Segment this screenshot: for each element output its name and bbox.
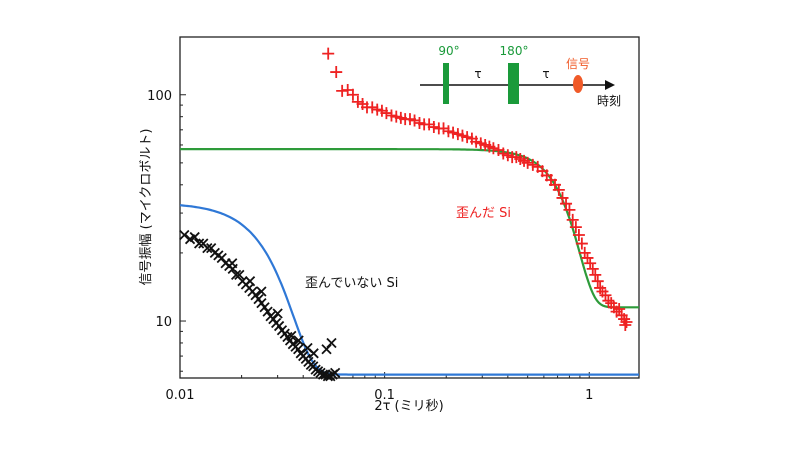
signal-label: 信号 <box>566 57 590 71</box>
x-axis-title: 2τ (ミリ秒) <box>374 399 443 414</box>
data-point-unstrained <box>262 306 273 317</box>
data-point-strained <box>336 84 349 97</box>
pulse-sequence-inset: 90° 180° τ τ 信号 時刻 <box>420 44 621 108</box>
data-point-unstrained <box>179 229 190 241</box>
tau-label-2: τ <box>542 67 549 81</box>
data-point-unstrained <box>193 238 205 249</box>
data-point-strained <box>346 88 359 101</box>
data-point-unstrained <box>293 335 304 346</box>
data-point-unstrained <box>259 302 270 313</box>
y-tick-label: 100 <box>147 89 172 104</box>
echo-signal <box>573 75 583 93</box>
data-point-strained <box>613 303 626 316</box>
data-point-unstrained <box>227 258 238 269</box>
data-point-unstrained <box>330 367 341 379</box>
data-point-strained <box>437 122 450 135</box>
data-point-strained <box>380 107 393 120</box>
data-point-strained <box>330 66 343 79</box>
y-axis-title: 信号振幅 (マイクロボルト) <box>139 128 154 285</box>
pulse-90-label: 90° <box>438 44 459 58</box>
data-point-strained <box>563 203 576 216</box>
data-point-unstrained <box>202 242 213 254</box>
x-tick-label: 1 <box>585 388 593 403</box>
y-tick-label: 10 <box>155 315 172 330</box>
tau-label-1: τ <box>474 67 481 81</box>
pulse-180-label: 180° <box>500 44 529 58</box>
data-point-strained <box>584 257 597 270</box>
x-tick-label: 0.01 <box>166 388 195 403</box>
data-point-strained <box>578 246 591 259</box>
data-point-strained <box>620 316 633 329</box>
data-point-unstrained <box>272 308 283 319</box>
data-point-strained <box>552 183 565 196</box>
data-point-strained <box>581 251 594 264</box>
data-point-unstrained <box>244 276 256 287</box>
time-axis-arrowhead <box>605 80 615 90</box>
data-point-unstrained <box>321 344 332 355</box>
time-label: 時刻 <box>597 94 621 108</box>
fit-curves <box>179 148 639 376</box>
data-point-unstrained <box>302 342 313 354</box>
data-point-strained <box>366 101 379 114</box>
data-point-unstrained <box>189 231 200 243</box>
data-point-unstrained <box>286 330 297 341</box>
pulse-180 <box>508 63 519 104</box>
data-point-strained <box>569 221 582 234</box>
data-point-strained <box>572 228 585 241</box>
data-point-strained <box>586 262 599 275</box>
data-point-strained <box>427 121 440 134</box>
data-point-strained <box>575 237 588 250</box>
data-point-strained <box>408 114 421 127</box>
data-point-strained <box>487 142 500 155</box>
plot-frame <box>179 36 640 379</box>
data-point-strained <box>322 47 335 60</box>
data-point-strained <box>602 294 615 307</box>
x-tick-label: 0.1 <box>374 388 395 403</box>
data-point-strained <box>599 289 612 302</box>
series-unstrained-si <box>179 229 341 382</box>
label-unstrained-si: 歪んでいない Si <box>305 276 398 291</box>
series-strained-si <box>322 47 633 332</box>
data-point-strained <box>618 313 631 326</box>
data-point-unstrained <box>234 269 245 280</box>
data-point-strained <box>589 268 602 281</box>
data-point-strained <box>619 319 632 332</box>
fit-unstrained <box>179 204 639 376</box>
data-point-unstrained <box>326 337 337 349</box>
pulse-90 <box>443 63 449 104</box>
data-point-strained <box>591 275 604 288</box>
data-point-unstrained <box>256 286 267 297</box>
data-point-strained <box>566 213 579 226</box>
data-point-strained <box>521 156 534 169</box>
label-strained-si: 歪んだ Si <box>456 206 511 221</box>
data-point-strained <box>560 197 573 210</box>
data-point-unstrained <box>216 252 227 264</box>
